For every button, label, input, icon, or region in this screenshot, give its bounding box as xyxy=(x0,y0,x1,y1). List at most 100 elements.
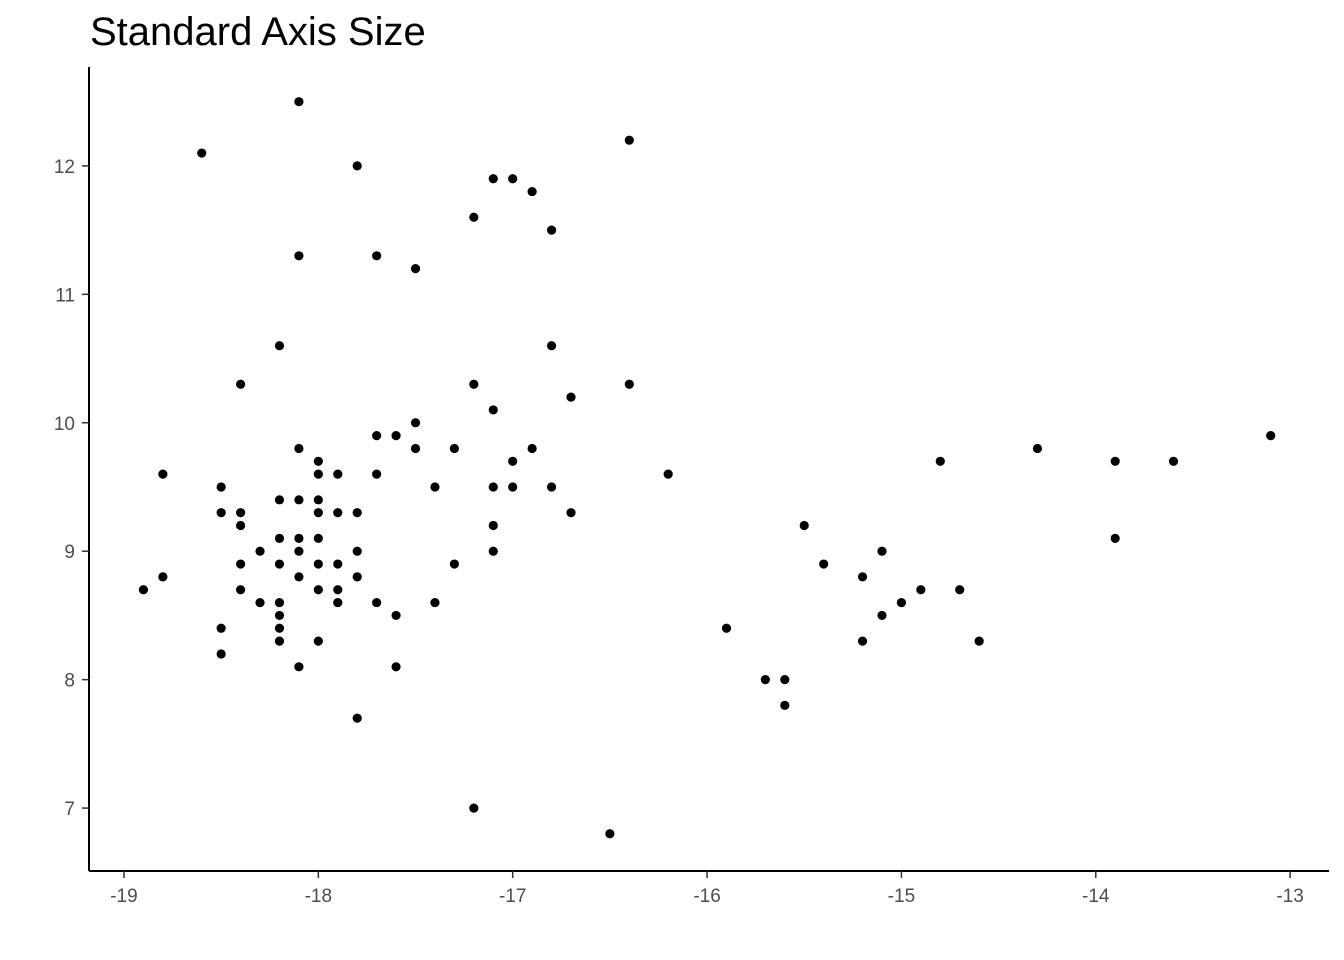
scatter-point xyxy=(294,533,304,543)
axes xyxy=(88,67,1329,872)
scatter-point xyxy=(313,508,323,518)
scatter-point xyxy=(527,186,537,197)
scatter-point xyxy=(488,482,498,492)
x-tick-label: -15 xyxy=(888,886,915,907)
scatter-point xyxy=(255,597,265,608)
scatter-point xyxy=(527,443,537,454)
scatter-point xyxy=(216,482,226,492)
y-tick-label: 11 xyxy=(55,285,75,306)
scatter-point xyxy=(313,469,323,479)
scatter-point xyxy=(138,585,149,595)
scatter-point xyxy=(313,533,323,543)
scatter-point xyxy=(352,546,362,556)
scatter-point xyxy=(313,495,323,505)
scatter-point xyxy=(896,597,907,608)
scatter-point xyxy=(546,225,557,235)
scatter-point xyxy=(857,636,868,646)
scatter-point xyxy=(663,469,673,479)
scatter-point xyxy=(819,559,829,569)
scatter-point xyxy=(449,559,459,569)
scatter-point xyxy=(216,508,226,518)
scatter-point xyxy=(274,623,285,633)
scatter-point xyxy=(294,572,304,582)
scatter-point xyxy=(624,379,634,389)
scatter-point xyxy=(333,508,343,518)
chart-title: Standard Axis Size xyxy=(90,10,426,54)
scatter-point xyxy=(235,585,246,595)
scatter-point xyxy=(294,443,304,454)
y-tick-label: 9 xyxy=(64,542,75,563)
scatter-point xyxy=(508,174,518,184)
scatter-point xyxy=(274,610,285,621)
scatter-point xyxy=(313,585,323,595)
scatter-point xyxy=(1168,456,1179,466)
scatter-point xyxy=(352,161,362,171)
scatter-point xyxy=(235,520,246,531)
scatter-point xyxy=(566,392,576,402)
scatter-point xyxy=(916,585,926,595)
scatter-point xyxy=(410,418,421,428)
scatter-point xyxy=(352,508,362,518)
scatter-point xyxy=(877,610,887,621)
scatter-point xyxy=(372,251,382,261)
scatter-point xyxy=(197,148,207,158)
y-tick-label: 8 xyxy=(64,671,75,692)
scatter-point xyxy=(721,623,732,633)
scatter-point xyxy=(391,610,401,621)
scatter-point xyxy=(488,174,498,184)
scatter-point xyxy=(372,469,382,479)
scatter-point xyxy=(274,597,285,608)
scatter-point xyxy=(566,508,576,518)
y-tick-label: 12 xyxy=(54,157,75,178)
scatter-point xyxy=(488,405,498,415)
scatter-point xyxy=(955,585,965,595)
scatter-point xyxy=(410,443,421,454)
scatter-point xyxy=(216,649,226,659)
scatter-point xyxy=(508,456,518,466)
scatter-point xyxy=(333,559,343,569)
scatter-point xyxy=(935,456,945,466)
scatter-point xyxy=(1266,431,1276,441)
scatter-point xyxy=(294,546,304,556)
scatter-point xyxy=(333,585,343,595)
scatter-point xyxy=(469,803,479,813)
scatter-point xyxy=(255,546,265,556)
scatter-point xyxy=(546,341,557,351)
x-tick-label: -19 xyxy=(110,886,137,907)
scatter-point xyxy=(430,482,440,492)
x-tick-label: -17 xyxy=(499,886,526,907)
scatter-point xyxy=(333,597,343,608)
scatter-point xyxy=(760,675,770,685)
scatter-point xyxy=(294,662,304,672)
scatter-point xyxy=(313,559,323,569)
scatter-point xyxy=(294,495,304,505)
scatter-point xyxy=(235,379,246,389)
scatter-point xyxy=(158,572,168,582)
x-tick-label: -14 xyxy=(1082,886,1110,907)
scatter-point xyxy=(546,482,557,492)
scatter-point xyxy=(158,469,168,479)
scatter-point xyxy=(333,469,343,479)
scatter-point xyxy=(235,508,246,518)
scatter-point xyxy=(391,431,401,441)
scatter-point xyxy=(469,379,479,389)
x-tick-label: -16 xyxy=(693,886,720,907)
scatter-point xyxy=(274,559,285,569)
scatter-point xyxy=(974,636,984,646)
scatter-point xyxy=(216,623,226,633)
scatter-point xyxy=(1110,533,1120,543)
scatter-point xyxy=(274,495,285,505)
scatter-point xyxy=(352,572,362,582)
scatter-point xyxy=(877,546,887,556)
y-tick-label: 7 xyxy=(64,799,75,820)
scatter-point xyxy=(430,597,440,608)
scatter-point xyxy=(294,97,304,107)
scatter-point xyxy=(1110,456,1120,466)
scatter-point xyxy=(508,482,518,492)
scatter-point xyxy=(274,341,285,351)
scatter-point xyxy=(294,251,304,261)
y-tick-label: 10 xyxy=(54,414,75,435)
x-tick-label: -18 xyxy=(305,886,332,907)
scatter-point xyxy=(799,520,809,531)
scatter-point xyxy=(469,212,479,222)
